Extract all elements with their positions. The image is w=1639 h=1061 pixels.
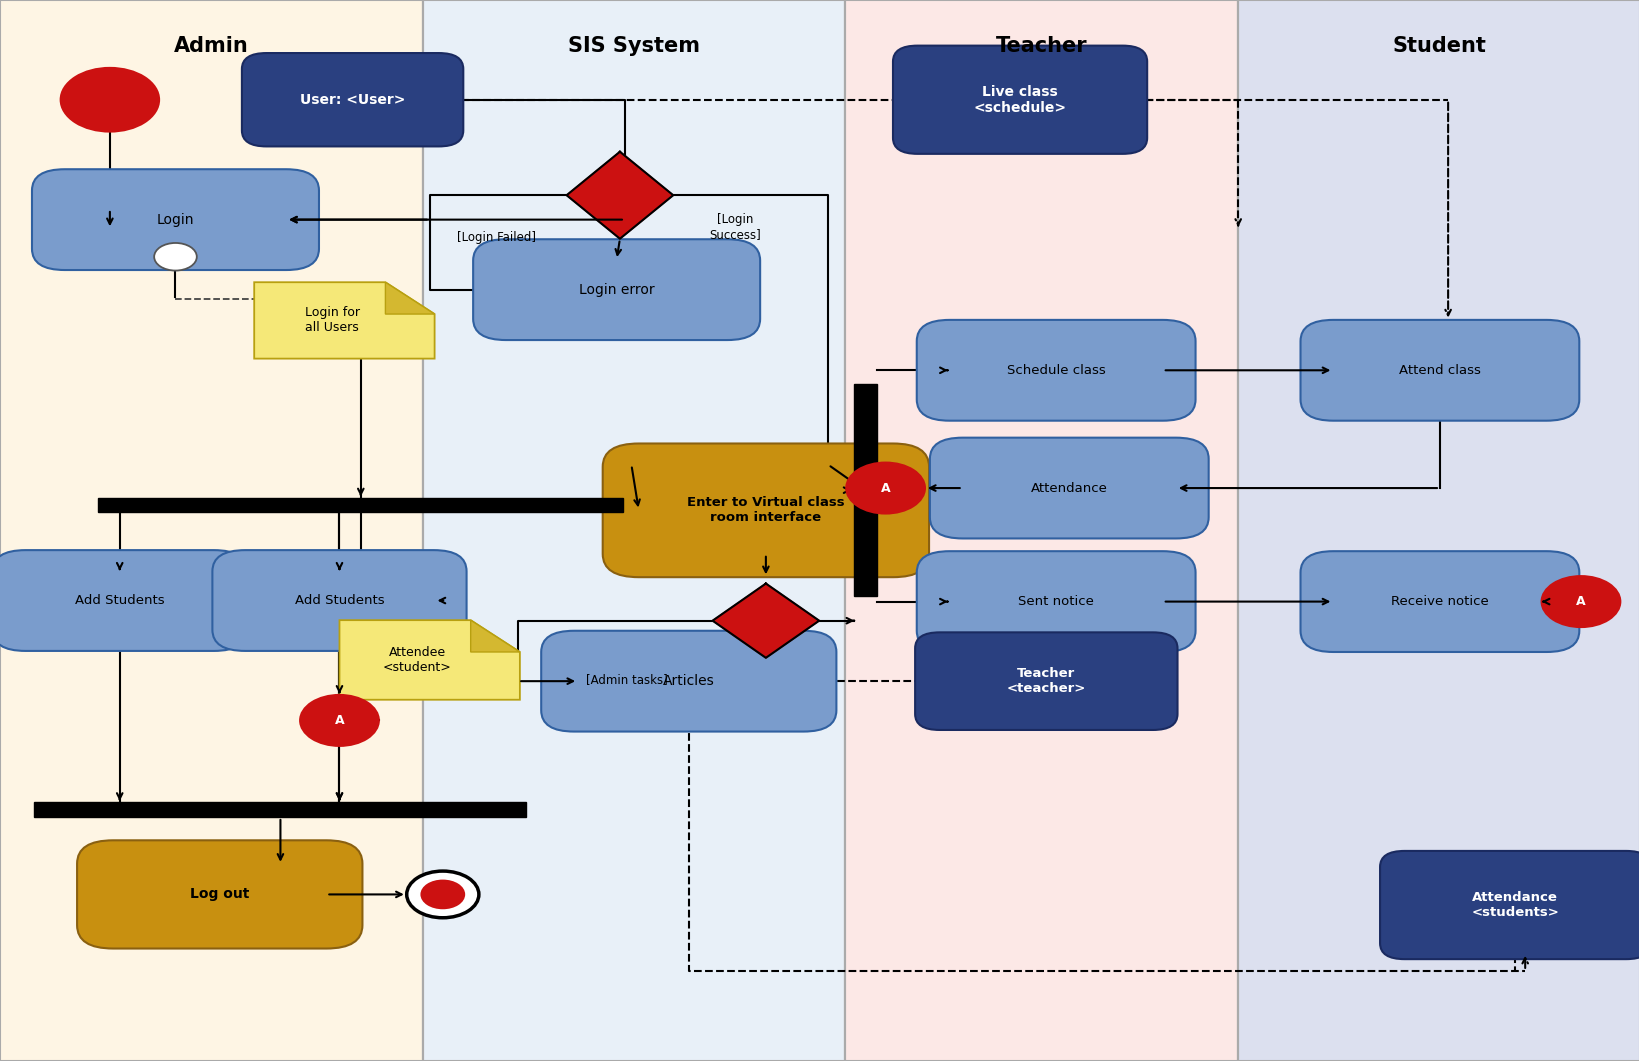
FancyBboxPatch shape [1300, 320, 1578, 420]
FancyBboxPatch shape [77, 840, 362, 949]
Bar [0, 0, 423, 1061]
Circle shape [300, 695, 379, 746]
Text: Add Students: Add Students [295, 594, 384, 607]
Text: Articles: Articles [662, 674, 715, 689]
Text: User: <User>: User: <User> [300, 92, 405, 107]
Text: Attend class: Attend class [1398, 364, 1480, 377]
Text: Receive notice: Receive notice [1390, 595, 1488, 608]
Circle shape [61, 68, 159, 132]
Text: Admin: Admin [174, 36, 249, 55]
FancyBboxPatch shape [916, 552, 1195, 651]
Text: A: A [880, 482, 890, 494]
FancyBboxPatch shape [541, 630, 836, 732]
Bar [1237, 0, 1639, 1061]
FancyBboxPatch shape [1300, 552, 1578, 651]
Text: SIS System: SIS System [567, 36, 700, 55]
Polygon shape [254, 282, 434, 359]
Bar [844, 0, 1237, 1061]
Polygon shape [385, 282, 434, 314]
Bar [34, 802, 526, 817]
Circle shape [154, 243, 197, 271]
FancyBboxPatch shape [603, 443, 928, 577]
Text: Sent notice: Sent notice [1018, 595, 1093, 608]
Circle shape [406, 871, 479, 918]
Text: Attendee
<student>: Attendee <student> [384, 646, 451, 674]
Text: [Login
Success]: [Login Success] [708, 213, 760, 241]
FancyBboxPatch shape [915, 632, 1177, 730]
Text: A: A [334, 714, 344, 727]
FancyBboxPatch shape [472, 240, 760, 341]
Text: Enter to Virtual class
room interface: Enter to Virtual class room interface [687, 497, 844, 524]
Text: Teacher: Teacher [995, 36, 1087, 55]
FancyBboxPatch shape [1380, 851, 1639, 959]
Circle shape [846, 463, 924, 514]
Text: [Login Failed]: [Login Failed] [457, 231, 536, 244]
Polygon shape [713, 584, 820, 658]
Text: Login: Login [157, 212, 193, 227]
Bar [98, 498, 623, 512]
Text: Log out: Log out [190, 887, 249, 902]
FancyBboxPatch shape [892, 46, 1147, 154]
Bar [423, 0, 844, 1061]
FancyBboxPatch shape [31, 170, 318, 271]
Polygon shape [339, 620, 520, 700]
Text: Add Students: Add Students [75, 594, 164, 607]
Text: Schedule class: Schedule class [1006, 364, 1105, 377]
FancyBboxPatch shape [243, 53, 464, 146]
FancyBboxPatch shape [0, 551, 246, 651]
Text: Attendance: Attendance [1031, 482, 1106, 494]
Bar [854, 384, 877, 596]
Circle shape [421, 881, 464, 908]
Text: Login error: Login error [579, 282, 654, 297]
FancyBboxPatch shape [213, 551, 465, 651]
FancyBboxPatch shape [916, 320, 1195, 420]
Text: A: A [1575, 595, 1585, 608]
Polygon shape [470, 620, 520, 651]
Text: Login for
all Users: Login for all Users [305, 307, 359, 334]
Text: Live class
<schedule>: Live class <schedule> [974, 85, 1065, 115]
Circle shape [1541, 576, 1619, 627]
FancyBboxPatch shape [929, 438, 1208, 539]
Text: [Admin tasks]: [Admin tasks] [585, 673, 667, 685]
Polygon shape [567, 152, 674, 239]
Text: Attendance
<students>: Attendance <students> [1470, 891, 1559, 919]
Text: Teacher
<teacher>: Teacher <teacher> [1006, 667, 1085, 695]
Text: Student: Student [1392, 36, 1485, 55]
